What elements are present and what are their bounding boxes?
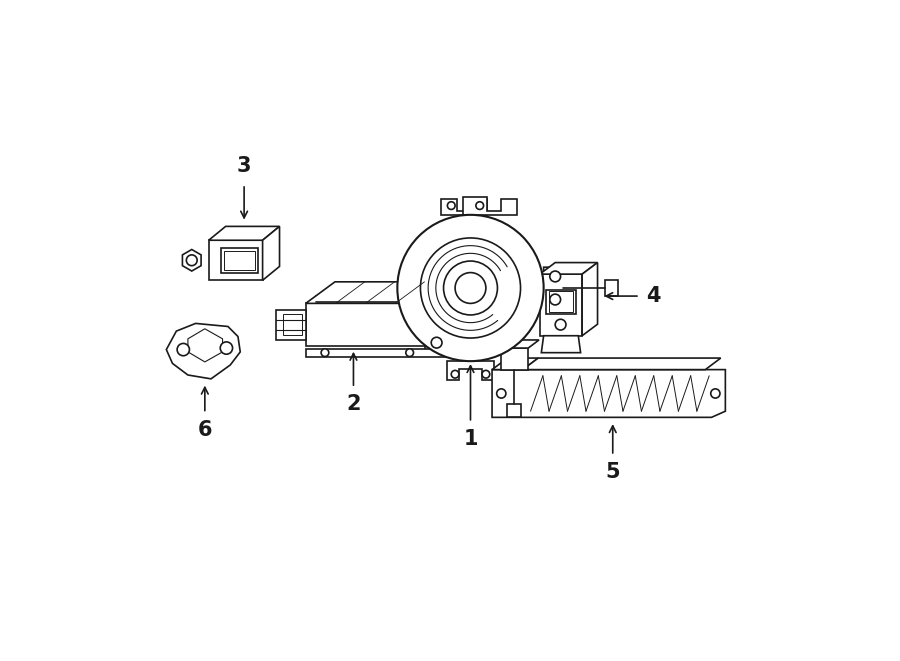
Polygon shape <box>605 280 618 295</box>
Circle shape <box>177 344 189 356</box>
Circle shape <box>555 319 566 330</box>
Polygon shape <box>209 226 280 240</box>
Text: 4: 4 <box>646 286 661 306</box>
Circle shape <box>455 272 486 303</box>
Circle shape <box>711 389 720 398</box>
Circle shape <box>406 349 413 356</box>
Circle shape <box>497 389 506 398</box>
Polygon shape <box>501 348 528 369</box>
Polygon shape <box>209 240 263 280</box>
Circle shape <box>420 238 520 338</box>
Polygon shape <box>425 282 454 346</box>
Polygon shape <box>306 349 454 356</box>
Polygon shape <box>549 292 573 312</box>
Circle shape <box>550 294 561 305</box>
Circle shape <box>397 215 544 361</box>
Polygon shape <box>425 336 448 350</box>
Polygon shape <box>582 262 598 336</box>
Polygon shape <box>188 329 222 362</box>
Polygon shape <box>540 262 598 274</box>
Polygon shape <box>306 303 425 346</box>
Circle shape <box>186 255 197 266</box>
Polygon shape <box>523 358 721 369</box>
Polygon shape <box>447 361 493 380</box>
Text: 2: 2 <box>346 394 361 414</box>
Circle shape <box>444 261 498 315</box>
Polygon shape <box>544 262 562 290</box>
Polygon shape <box>263 226 280 280</box>
Polygon shape <box>463 197 517 215</box>
Polygon shape <box>541 336 580 353</box>
Circle shape <box>431 337 442 348</box>
Polygon shape <box>540 274 582 336</box>
Polygon shape <box>441 200 488 215</box>
Polygon shape <box>306 282 454 303</box>
Text: 5: 5 <box>606 462 620 482</box>
Circle shape <box>550 271 561 282</box>
Polygon shape <box>546 290 576 314</box>
Circle shape <box>321 349 328 356</box>
Polygon shape <box>317 295 328 309</box>
Polygon shape <box>492 358 538 369</box>
Polygon shape <box>544 286 562 313</box>
Circle shape <box>476 202 483 210</box>
Polygon shape <box>276 309 306 340</box>
Text: 6: 6 <box>198 420 212 440</box>
Polygon shape <box>492 369 725 417</box>
Circle shape <box>451 370 459 378</box>
Polygon shape <box>508 405 521 417</box>
Polygon shape <box>183 249 201 271</box>
Polygon shape <box>166 323 240 379</box>
Circle shape <box>447 202 455 210</box>
Polygon shape <box>221 248 258 272</box>
Circle shape <box>482 370 490 378</box>
Polygon shape <box>224 251 255 270</box>
Circle shape <box>220 342 232 354</box>
Text: 1: 1 <box>464 429 478 449</box>
Polygon shape <box>501 340 539 348</box>
Text: 3: 3 <box>237 157 251 176</box>
Polygon shape <box>283 314 302 335</box>
